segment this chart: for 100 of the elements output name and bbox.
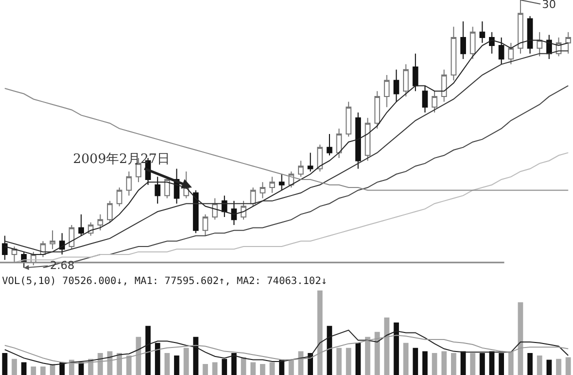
bar — [374, 332, 380, 375]
candlestick — [488, 32, 495, 54]
bar — [12, 358, 17, 375]
candlestick — [508, 42, 514, 65]
bar — [136, 336, 142, 375]
bar — [222, 358, 228, 375]
bar — [126, 356, 132, 375]
candlestick — [11, 246, 18, 264]
bar — [346, 348, 352, 375]
bar — [164, 353, 170, 375]
candlestick — [460, 20, 466, 60]
annotation: 2009年2月27日 — [73, 152, 170, 167]
candlestick — [202, 214, 208, 236]
bar — [356, 342, 361, 375]
candlestick — [498, 37, 504, 65]
bar — [556, 358, 562, 375]
bar — [498, 353, 504, 375]
bar — [145, 326, 151, 375]
bar — [78, 362, 84, 375]
bar — [107, 351, 112, 375]
candlestick — [346, 101, 352, 138]
bar — [480, 353, 485, 375]
bar — [412, 348, 418, 375]
candlestick — [269, 176, 276, 194]
candlestick — [192, 190, 199, 234]
candlestick — [222, 195, 228, 218]
candlestick — [116, 187, 122, 207]
bar — [470, 353, 476, 375]
bar — [154, 342, 160, 375]
candlestick — [298, 160, 304, 178]
bar — [432, 353, 438, 375]
bar — [2, 353, 8, 375]
bar — [518, 302, 524, 375]
candlestick — [2, 235, 8, 260]
bar — [174, 356, 180, 375]
candlestick — [240, 200, 246, 220]
bar — [250, 362, 256, 375]
bar — [30, 366, 36, 375]
bar — [451, 353, 456, 375]
annotation: 2.68 — [50, 259, 74, 272]
candlestick — [336, 128, 342, 159]
candlestick — [412, 53, 418, 92]
bar — [202, 364, 208, 375]
bar — [394, 322, 399, 375]
bar — [536, 356, 542, 375]
candlestick — [278, 174, 285, 191]
bar — [441, 351, 447, 375]
bar — [212, 362, 218, 375]
candlestick — [441, 69, 447, 102]
candlestick — [231, 200, 237, 226]
candlestick — [97, 214, 104, 231]
bar — [326, 326, 332, 375]
bar — [288, 360, 294, 375]
candlestick — [260, 182, 266, 199]
bar — [489, 351, 494, 375]
bar — [40, 366, 46, 375]
bar — [298, 351, 304, 375]
candlestick — [364, 117, 371, 162]
bar — [365, 336, 370, 375]
candlestick — [422, 85, 428, 114]
candlestick — [393, 69, 400, 102]
candlestick — [384, 74, 390, 108]
bar — [231, 353, 237, 375]
annotation: 30 — [542, 0, 556, 11]
bar — [184, 348, 189, 375]
candlestick — [78, 214, 84, 236]
candlestick — [355, 112, 361, 170]
candlestick — [374, 90, 380, 130]
candlestick — [250, 187, 256, 207]
candlestick — [308, 152, 314, 172]
bar — [460, 351, 466, 375]
bar — [240, 357, 246, 375]
bar — [566, 357, 571, 375]
bar — [384, 317, 390, 375]
bar — [422, 351, 428, 375]
candlestick — [470, 26, 476, 60]
bar — [193, 336, 198, 375]
bar — [317, 290, 323, 375]
bar — [546, 360, 552, 375]
candlestick — [106, 200, 113, 223]
bar — [336, 348, 342, 375]
candlestick — [326, 133, 332, 156]
bar — [527, 353, 533, 375]
candlestick — [68, 224, 74, 250]
bar — [508, 351, 514, 375]
bar — [279, 360, 284, 375]
candlestick — [50, 230, 56, 250]
bar — [403, 342, 408, 375]
candlestick — [479, 20, 486, 44]
candlestick — [154, 176, 160, 204]
chart-title: VOL(5,10) 70526.000↓, MA1: 77595.602↑, MA2: 74063.102↓ — [2, 276, 328, 287]
candlestick — [432, 90, 438, 114]
candlestick — [527, 16, 533, 54]
candlestick — [403, 64, 409, 97]
bar — [260, 364, 266, 375]
bar — [270, 362, 275, 375]
candlestick — [450, 26, 456, 81]
bar — [21, 362, 26, 375]
candlestick — [317, 144, 323, 172]
candlestick — [536, 32, 542, 57]
